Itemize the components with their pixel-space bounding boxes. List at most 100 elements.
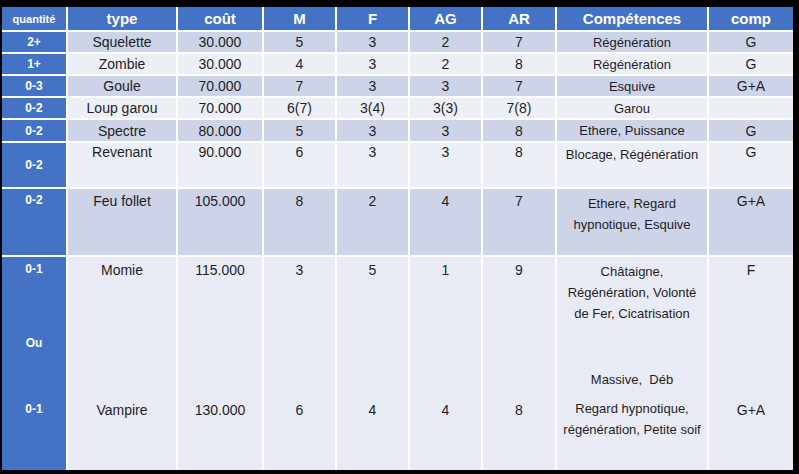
row-goule-quantity: 0-3 bbox=[2, 76, 66, 96]
bottom-f-cell: 5 4 bbox=[337, 257, 408, 470]
row-goule-m: 7 bbox=[264, 76, 335, 96]
row-feu-follet-type: Feu follet bbox=[68, 189, 176, 255]
momie-ar: 9 bbox=[483, 262, 555, 278]
vampire-ar: 8 bbox=[483, 402, 555, 418]
row-zombie-f: 3 bbox=[337, 54, 408, 74]
row-goule-type: Goule bbox=[68, 76, 176, 96]
momie-skills: Châtaigne, Régénération, Volonté de Fer,… bbox=[560, 261, 704, 324]
undead-roster-table: quantité type coût M F AG AR Compétences… bbox=[2, 7, 793, 470]
row-goule-skills: Esquive bbox=[557, 76, 707, 96]
row-squelette-cost: 30.000 bbox=[178, 32, 262, 52]
row-squelette-ag: 2 bbox=[410, 32, 481, 52]
row-spectre-ar: 8 bbox=[483, 120, 555, 141]
bottom-skills-cell: Châtaigne, Régénération, Volonté de Fer,… bbox=[557, 257, 707, 470]
vampire-type: Vampire bbox=[68, 402, 176, 418]
row-revenant-m: 6 bbox=[264, 143, 335, 187]
vampire-comp: G+A bbox=[709, 402, 793, 418]
momie-quantity: 0-1 bbox=[2, 262, 66, 276]
row-feu-follet-quantity: 0-2 bbox=[2, 189, 66, 255]
momie-ag: 1 bbox=[410, 262, 481, 278]
row-zombie-skills: Régénération bbox=[557, 54, 707, 74]
row-loup-garou-m: 6(7) bbox=[264, 98, 335, 118]
bottom-type-cell: Momie Vampire bbox=[68, 257, 176, 470]
row-loup-garou-cost: 70.000 bbox=[178, 98, 262, 118]
row-goule-ag: 3 bbox=[410, 76, 481, 96]
column-header-comp: comp bbox=[709, 7, 793, 30]
row-feu-follet-skills: Ethere, Regard hypnotique, Esquive bbox=[557, 189, 707, 255]
vampire-quantity: 0-1 bbox=[2, 402, 66, 416]
row-revenant-ag: 3 bbox=[410, 143, 481, 187]
row-spectre-ag: 3 bbox=[410, 120, 481, 141]
bottom-ag-cell: 1 4 bbox=[410, 257, 481, 470]
row-goule-ar: 7 bbox=[483, 76, 555, 96]
row-zombie-ag: 2 bbox=[410, 54, 481, 74]
row-squelette-m: 5 bbox=[264, 32, 335, 52]
row-zombie-comp: G bbox=[709, 54, 793, 74]
row-revenant-skills: Blocage, Régénération bbox=[557, 143, 707, 187]
row-squelette-ar: 7 bbox=[483, 32, 555, 52]
row-squelette-type: Squelette bbox=[68, 32, 176, 52]
row-loup-garou-f: 3(4) bbox=[337, 98, 408, 118]
bottom-cost-cell: 115.000 130.000 bbox=[178, 257, 262, 470]
row-spectre-comp: G bbox=[709, 120, 793, 141]
vampire-f: 4 bbox=[337, 402, 408, 418]
row-loup-garou-quantity: 0-2 bbox=[2, 98, 66, 118]
bottom-quantity-merged-cell: 0-1 Ou 0-1 bbox=[2, 257, 66, 470]
row-spectre-skills: Ethere, Puissance bbox=[557, 120, 707, 141]
row-feu-follet-ar: 7 bbox=[483, 189, 555, 255]
vampire-m: 6 bbox=[264, 402, 335, 418]
row-goule-comp: G+A bbox=[709, 76, 793, 96]
row-zombie-type: Zombie bbox=[68, 54, 176, 74]
row-feu-follet-ag: 4 bbox=[410, 189, 481, 255]
vampire-skills-line1: Massive, Déb bbox=[560, 369, 704, 390]
roster-table-frame: quantité type coût M F AG AR Compétences… bbox=[2, 7, 793, 470]
vampire-skills-rest: Regard hypnotique, régénération, Petite … bbox=[560, 398, 704, 440]
bottom-ar-cell: 9 8 bbox=[483, 257, 555, 470]
row-squelette-comp: G bbox=[709, 32, 793, 52]
row-zombie-quantity: 1+ bbox=[2, 54, 66, 74]
column-header-cout: coût bbox=[178, 7, 262, 30]
row-revenant-cost: 90.000 bbox=[178, 143, 262, 187]
row-revenant-quantity: 0-2 bbox=[2, 143, 66, 187]
column-header-ar: AR bbox=[483, 7, 555, 30]
row-zombie-ar: 8 bbox=[483, 54, 555, 74]
vampire-cost: 130.000 bbox=[178, 402, 262, 418]
row-feu-follet-cost: 105.000 bbox=[178, 189, 262, 255]
bottom-comp-cell: F G+A bbox=[709, 257, 793, 470]
row-spectre-type: Spectre bbox=[68, 120, 176, 141]
row-revenant-ar: 8 bbox=[483, 143, 555, 187]
momie-f: 5 bbox=[337, 262, 408, 278]
row-spectre-m: 5 bbox=[264, 120, 335, 141]
column-header-quantite: quantité bbox=[2, 7, 66, 30]
row-squelette-f: 3 bbox=[337, 32, 408, 52]
row-revenant-f: 3 bbox=[337, 143, 408, 187]
row-loup-garou-ag: 3(3) bbox=[410, 98, 481, 118]
row-goule-cost: 70.000 bbox=[178, 76, 262, 96]
column-header-ag: AG bbox=[410, 7, 481, 30]
row-revenant-type: Revenant bbox=[68, 143, 176, 187]
row-spectre-quantity: 0-2 bbox=[2, 120, 66, 141]
row-revenant-comp: G bbox=[709, 143, 793, 187]
row-zombie-cost: 30.000 bbox=[178, 54, 262, 74]
or-separator-label: Ou bbox=[2, 336, 66, 350]
momie-type: Momie bbox=[68, 262, 176, 278]
row-goule-f: 3 bbox=[337, 76, 408, 96]
row-loup-garou-skills: Garou bbox=[557, 98, 707, 118]
column-header-type: type bbox=[68, 7, 176, 30]
row-spectre-f: 3 bbox=[337, 120, 408, 141]
momie-comp: F bbox=[709, 262, 793, 278]
column-header-m: M bbox=[264, 7, 335, 30]
row-spectre-cost: 80.000 bbox=[178, 120, 262, 141]
row-feu-follet-comp: G+A bbox=[709, 189, 793, 255]
bottom-m-cell: 3 6 bbox=[264, 257, 335, 470]
row-loup-garou-type: Loup garou bbox=[68, 98, 176, 118]
row-loup-garou-ar: 7(8) bbox=[483, 98, 555, 118]
row-squelette-quantity: 2+ bbox=[2, 32, 66, 52]
row-feu-follet-f: 2 bbox=[337, 189, 408, 255]
column-header-f: F bbox=[337, 7, 408, 30]
row-squelette-skills: Régénération bbox=[557, 32, 707, 52]
momie-m: 3 bbox=[264, 262, 335, 278]
row-loup-garou-comp bbox=[709, 98, 793, 118]
column-header-competences: Compétences bbox=[557, 7, 707, 30]
momie-cost: 115.000 bbox=[178, 262, 262, 278]
